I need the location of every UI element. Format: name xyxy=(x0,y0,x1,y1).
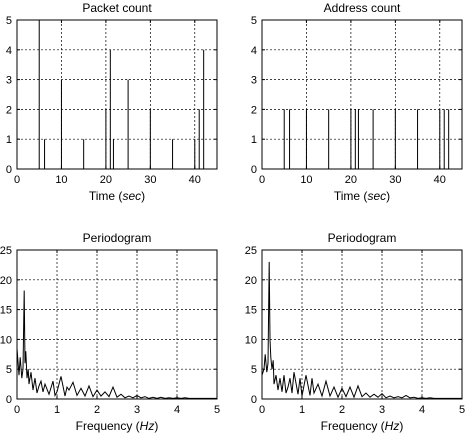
x-tick-label: 5 xyxy=(459,404,465,416)
y-tick-label: 15 xyxy=(0,305,12,317)
chart-title: Periodogram xyxy=(328,231,397,245)
series-line xyxy=(16,290,217,399)
x-tick-label: 4 xyxy=(419,404,425,416)
x-tick-label: 0 xyxy=(14,174,20,186)
x-tick-label: 4 xyxy=(174,404,180,416)
chart-title: Address count xyxy=(324,1,401,15)
x-tick-label: 0 xyxy=(259,174,265,186)
x-tick-label: 10 xyxy=(55,174,67,186)
y-tick-label: 3 xyxy=(251,75,257,87)
x-axis-label: Time (sec) xyxy=(334,189,390,203)
x-tick-label: 5 xyxy=(214,404,220,416)
y-tick-label: 5 xyxy=(251,364,257,376)
x-tick-label: 3 xyxy=(379,404,385,416)
x-tick-label: 20 xyxy=(100,174,112,186)
y-tick-label: 5 xyxy=(6,364,12,376)
chart-title: Periodogram xyxy=(83,231,152,245)
y-tick-label: 1 xyxy=(251,134,257,146)
x-tick-label: 20 xyxy=(345,174,357,186)
x-axis-label: Frequency (Hz) xyxy=(76,419,159,433)
y-tick-label: 1 xyxy=(6,134,12,146)
y-tick-label: 5 xyxy=(6,15,12,27)
plot-frame xyxy=(16,19,218,170)
y-tick-label: 4 xyxy=(251,45,257,57)
x-tick-label: 1 xyxy=(299,404,305,416)
series-line xyxy=(261,261,462,399)
chart-panel-3: Periodogram 0 1 2 3 4 5 0 5 10 15 20 25 Frequency (Hz… xyxy=(0,231,220,433)
x-axis-label: Frequency (Hz) xyxy=(321,419,404,433)
y-tick-label: 20 xyxy=(245,275,257,287)
series-line xyxy=(17,20,209,170)
x-axis-label: Time (sec) xyxy=(89,189,145,203)
y-tick-label: 5 xyxy=(251,15,257,27)
y-tick-label: 20 xyxy=(0,275,12,287)
x-tick-label: 40 xyxy=(434,174,446,186)
y-tick-label: 2 xyxy=(251,104,257,116)
y-tick-label: 2 xyxy=(6,104,12,116)
y-tick-label: 0 xyxy=(6,394,12,406)
x-tick-label: 3 xyxy=(134,404,140,416)
y-tick-label: 25 xyxy=(0,245,12,257)
y-tick-label: 0 xyxy=(251,164,257,176)
x-tick-label: 30 xyxy=(144,174,156,186)
y-tick-label: 25 xyxy=(245,245,257,257)
x-tick-label: 30 xyxy=(389,174,401,186)
x-tick-label: 1 xyxy=(54,404,60,416)
x-tick-label: 2 xyxy=(339,404,345,416)
chart-panel-2: Address count 0 10 20 30 40 0 1 2 3 4 5 Time (sec) xyxy=(251,1,463,203)
chart-panel-1: Packet count 0 10 20 30 40 0 1 2 3 4 5 Time (sec) xyxy=(6,1,218,203)
x-tick-label: 10 xyxy=(300,174,312,186)
plot-frame xyxy=(16,249,218,400)
x-tick-label: 0 xyxy=(14,404,20,416)
chart-panel-4: Periodogram 0 1 2 3 4 5 0 5 10 15 20 25 Frequency (Hz… xyxy=(245,231,465,433)
x-tick-label: 2 xyxy=(94,404,100,416)
x-tick-label: 40 xyxy=(189,174,201,186)
y-tick-label: 3 xyxy=(6,75,12,87)
y-tick-label: 15 xyxy=(245,305,257,317)
y-tick-label: 10 xyxy=(245,334,257,346)
y-tick-label: 4 xyxy=(6,45,12,57)
plot-frame xyxy=(261,19,463,170)
y-tick-label: 0 xyxy=(6,164,12,176)
plot-frame xyxy=(261,249,463,400)
y-tick-label: 0 xyxy=(251,394,257,406)
y-tick-label: 10 xyxy=(0,334,12,346)
chart-title: Packet count xyxy=(82,1,152,15)
x-tick-label: 0 xyxy=(259,404,265,416)
